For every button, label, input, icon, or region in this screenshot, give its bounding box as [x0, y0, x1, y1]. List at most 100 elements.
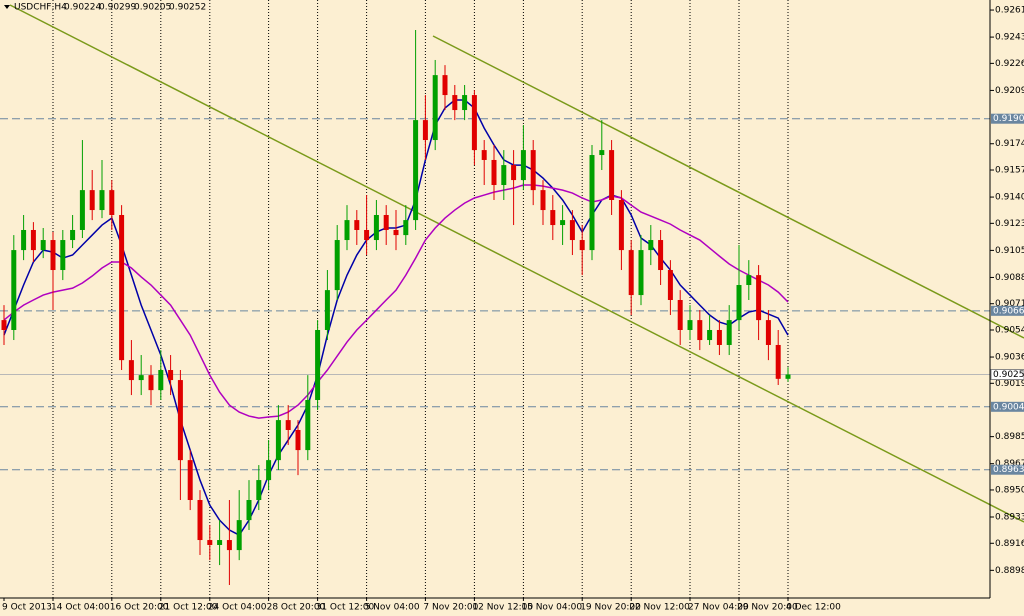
- candle-body: [246, 500, 252, 521]
- candle-body: [217, 540, 223, 545]
- y-tick-label: 0.91055: [995, 246, 1024, 256]
- y-tick-label: 0.89675: [995, 459, 1024, 469]
- candle-body: [775, 344, 781, 379]
- x-tick-label: 12 Nov 12:00: [472, 603, 533, 613]
- candle-body: [315, 329, 321, 401]
- candle-body: [168, 370, 174, 381]
- candle-body: [364, 229, 370, 241]
- candle-body: [746, 275, 752, 286]
- x-tick-label: 27 Nov 04:00: [688, 603, 749, 613]
- candle-body: [560, 220, 566, 226]
- candle-body: [50, 240, 56, 271]
- y-tick-label: 0.89505: [995, 485, 1024, 495]
- candle-body: [452, 95, 458, 111]
- candle-body: [726, 320, 732, 345]
- x-tick-label: 4 Dec 12:00: [786, 603, 841, 613]
- candle-body: [471, 95, 477, 151]
- candle-body: [30, 229, 36, 251]
- candle-body: [207, 540, 213, 545]
- candle-body: [344, 220, 350, 241]
- candle-body: [177, 380, 183, 461]
- x-tick-label: 7 Nov 20:00: [423, 603, 478, 613]
- candle-body: [70, 229, 76, 241]
- candle-body: [403, 220, 409, 236]
- candle-body: [520, 150, 526, 181]
- level-label-box: [991, 401, 1024, 412]
- candle-body: [697, 320, 703, 341]
- moving-average: [3, 184, 789, 419]
- candle-body: [609, 150, 615, 201]
- x-tick-label: 14 Oct 04:00: [51, 603, 110, 613]
- x-tick-label: 5 Nov 04:00: [365, 603, 420, 613]
- candle-body: [256, 480, 262, 501]
- candle-body: [785, 374, 791, 379]
- candle-body: [285, 420, 291, 430]
- low-value: 0.90205: [134, 3, 171, 13]
- candle-body: [40, 240, 46, 251]
- candle-body: [187, 460, 193, 501]
- candle-body: [550, 210, 556, 226]
- candle-body: [354, 220, 360, 230]
- y-tick-label: 0.91575: [995, 166, 1024, 176]
- candle-body: [677, 300, 683, 330]
- trend-line: [9, 4, 1024, 523]
- candle-body: [393, 229, 399, 236]
- candle-body: [687, 320, 693, 330]
- trend-line: [432, 35, 1024, 339]
- y-tick-label: 0.90195: [995, 379, 1024, 389]
- y-tick-label: 0.90365: [995, 353, 1024, 363]
- y-tick-label: 0.91745: [995, 139, 1024, 149]
- candle-body: [383, 214, 389, 230]
- candle-body: [618, 200, 624, 251]
- candle-body: [109, 190, 115, 215]
- candle-body: [119, 214, 125, 361]
- candle-body: [305, 400, 311, 451]
- candle-body: [79, 190, 85, 230]
- current-price-box: [990, 369, 1024, 381]
- x-tick-label: 22 Nov 12:00: [629, 603, 690, 613]
- candle-body: [530, 150, 536, 191]
- x-tick-label: 19 Nov 20:00: [580, 603, 641, 613]
- candle-body: [158, 370, 164, 391]
- level-label: 0.91907: [993, 114, 1024, 124]
- candle-body: [599, 150, 605, 156]
- candle-body: [413, 120, 419, 221]
- y-tick-label: 0.88985: [995, 566, 1024, 576]
- candle-body: [491, 159, 497, 186]
- plot: [1, 29, 791, 586]
- level-label: 0.90664: [993, 306, 1024, 316]
- x-tick-label: 31 Oct 12:00: [316, 603, 375, 613]
- candle-body: [765, 320, 771, 345]
- symbol-menu[interactable]: [4, 5, 10, 9]
- candle-body: [569, 220, 575, 241]
- candle-body: [511, 165, 517, 181]
- candle-body: [756, 275, 762, 321]
- candle-body: [21, 229, 27, 251]
- level-label: 0.90043: [993, 402, 1024, 412]
- candle-body: [266, 460, 272, 481]
- x-tick-label: 9 Oct 2013: [2, 603, 52, 613]
- candle-body: [628, 250, 634, 296]
- candle-body: [707, 329, 713, 341]
- current-price-label: 0.90252: [993, 370, 1024, 380]
- candle-body: [60, 240, 66, 271]
- candle-body: [658, 240, 664, 271]
- candle-body: [540, 190, 546, 211]
- candle-body: [373, 214, 379, 241]
- level-label-box: [991, 464, 1024, 475]
- candle-body: [579, 240, 585, 251]
- x-tick-label: 21 Oct 12:00: [159, 603, 218, 613]
- x-tick-label: 16 Oct 20:00: [110, 603, 169, 613]
- candle-body: [275, 420, 281, 461]
- candle-body: [667, 270, 673, 301]
- level-label-box: [991, 113, 1024, 124]
